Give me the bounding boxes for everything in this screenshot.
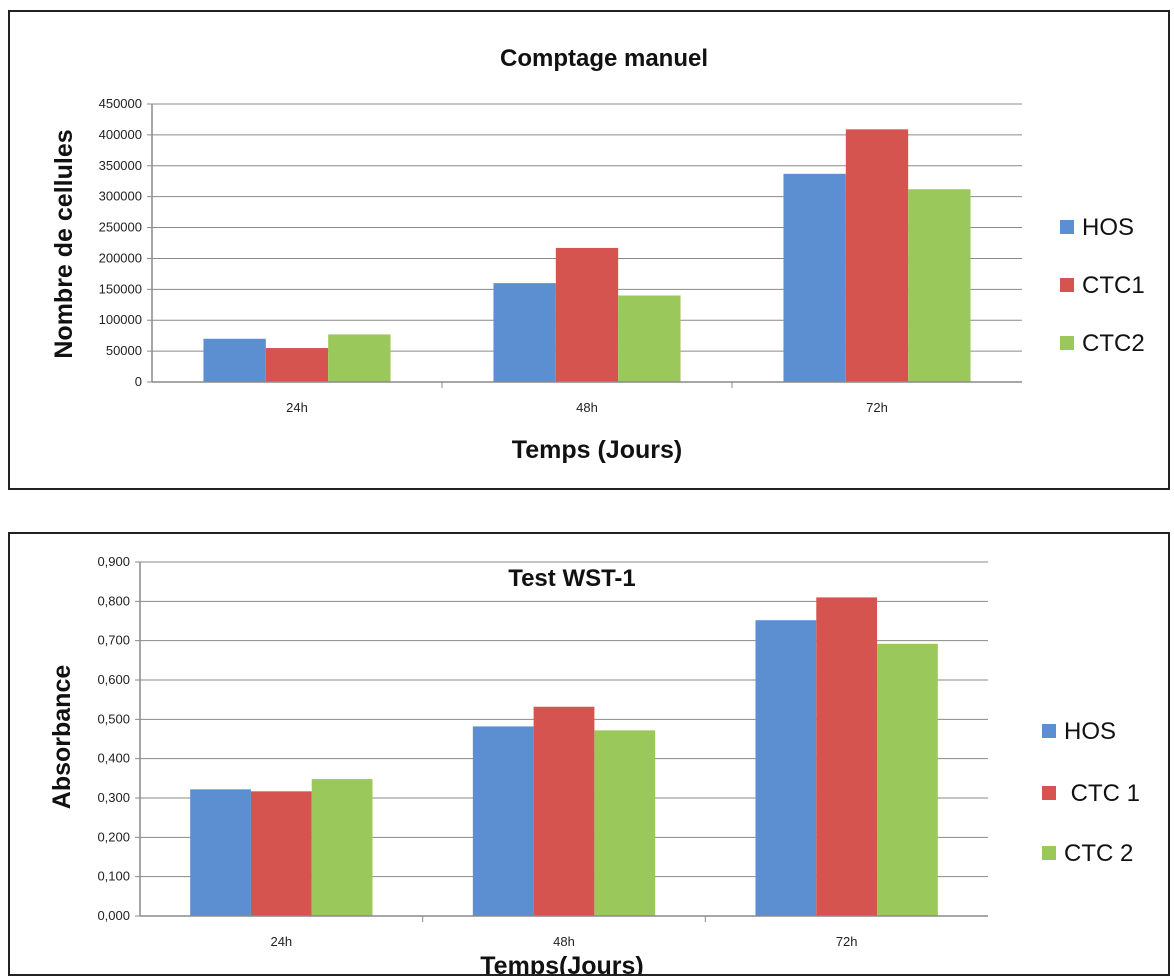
x-tick-label: 72h xyxy=(836,934,858,949)
y-tick-label: 0,800 xyxy=(97,593,130,608)
legend-swatch-ctc2 xyxy=(1060,336,1074,350)
legend: HOS CTC 1 CTC 2 xyxy=(1042,718,1140,867)
y-tick-label: 250000 xyxy=(99,220,142,235)
x-axis-label: Temps(Jours) xyxy=(480,952,643,974)
y-tick-label: 0,700 xyxy=(97,633,130,648)
bar-ctc1-72h xyxy=(846,129,908,382)
chart-panel-comptage: 0 50000 100000 150000 200000 250000 300000 3500… xyxy=(8,10,1170,490)
x-tick-label: 48h xyxy=(553,934,575,949)
x-tick-labels: 24h 48h 72h xyxy=(270,916,857,949)
bar-ctc2-48h xyxy=(594,730,655,916)
y-tick-label: 0,200 xyxy=(97,829,130,844)
bar-ctc2-72h xyxy=(908,189,970,382)
bar-ctc2-48h xyxy=(618,296,680,382)
y-tick-label: 450000 xyxy=(99,96,142,111)
bar-hos-48h xyxy=(493,283,555,382)
legend-swatch-hos xyxy=(1060,220,1074,234)
chart-comptage-manuel: 0 50000 100000 150000 200000 250000 300000 3500… xyxy=(10,12,1168,488)
legend-label-ctc2: CTC 2 xyxy=(1064,840,1133,867)
y-tick-label: 0,400 xyxy=(97,751,130,766)
x-tick-label: 24h xyxy=(270,934,292,949)
legend-label-ctc2: CTC2 xyxy=(1082,330,1145,357)
chart-title: Comptage manuel xyxy=(500,45,708,72)
bar-hos-72h xyxy=(756,620,817,916)
bar-ctc1-72h xyxy=(816,597,877,916)
legend-swatch-hos xyxy=(1042,724,1056,738)
legend-swatch-ctc2 xyxy=(1042,846,1056,860)
y-tick-label: 100000 xyxy=(99,312,142,327)
legend-label-hos: HOS xyxy=(1082,214,1134,241)
bar-ctc1-24h xyxy=(251,791,312,916)
y-tick-label: 0,000 xyxy=(97,908,130,923)
y-tick-label: 200000 xyxy=(99,250,142,265)
legend: HOS CTC1 CTC2 xyxy=(1060,214,1145,357)
bar-ctc1-48h xyxy=(556,248,618,382)
legend-swatch-ctc1 xyxy=(1060,278,1074,292)
bar-ctc2-24h xyxy=(312,779,373,916)
bar-hos-72h xyxy=(783,174,845,382)
y-tick-label: 350000 xyxy=(99,158,142,173)
bars xyxy=(190,597,938,916)
x-tick-label: 24h xyxy=(286,400,308,415)
legend-label-ctc1: CTC1 xyxy=(1082,272,1145,299)
y-tick-label: 0,900 xyxy=(97,554,130,569)
bar-hos-48h xyxy=(473,726,534,916)
y-axis-label: Absorbance xyxy=(48,665,76,810)
legend-swatch-ctc1 xyxy=(1042,786,1056,800)
x-tick-label: 72h xyxy=(866,400,888,415)
chart-test-wst1: 0,000 0,100 0,200 0,300 0,400 0,500 0,600 0,700… xyxy=(10,534,1168,974)
x-axis-label: Temps (Jours) xyxy=(512,436,682,464)
y-tick-label: 300000 xyxy=(99,189,142,204)
legend-label-hos: HOS xyxy=(1064,718,1116,745)
chart-title: Test WST-1 xyxy=(508,565,636,592)
bar-ctc2-24h xyxy=(328,334,390,382)
bar-ctc1-48h xyxy=(534,707,595,916)
y-tick-label: 0,600 xyxy=(97,672,130,687)
y-tick-label: 400000 xyxy=(99,127,142,142)
y-tick-label: 0,500 xyxy=(97,711,130,726)
y-axis-label: Nombre de cellules xyxy=(50,129,78,358)
y-tick-labels: 0,000 0,100 0,200 0,300 0,400 0,500 0,600 0,700… xyxy=(97,554,130,923)
y-tick-label: 0 xyxy=(135,374,142,389)
legend-label-ctc1: CTC 1 xyxy=(1064,780,1140,807)
y-tick-label: 50000 xyxy=(106,343,142,358)
y-tick-label: 0,300 xyxy=(97,790,130,805)
y-tick-label: 150000 xyxy=(99,281,142,296)
chart-panel-wst1: 0,000 0,100 0,200 0,300 0,400 0,500 0,600 0,700… xyxy=(8,532,1170,976)
y-tick-labels: 0 50000 100000 150000 200000 250000 300000 3500… xyxy=(99,96,142,389)
bar-ctc2-72h xyxy=(877,644,938,916)
bars xyxy=(203,129,970,382)
x-tick-labels: 24h 48h 72h xyxy=(286,382,888,415)
x-tick-label: 48h xyxy=(576,400,598,415)
bar-hos-24h xyxy=(203,339,265,382)
y-tick-label: 0,100 xyxy=(97,869,130,884)
bar-ctc1-24h xyxy=(266,348,328,382)
bar-hos-24h xyxy=(190,789,251,916)
